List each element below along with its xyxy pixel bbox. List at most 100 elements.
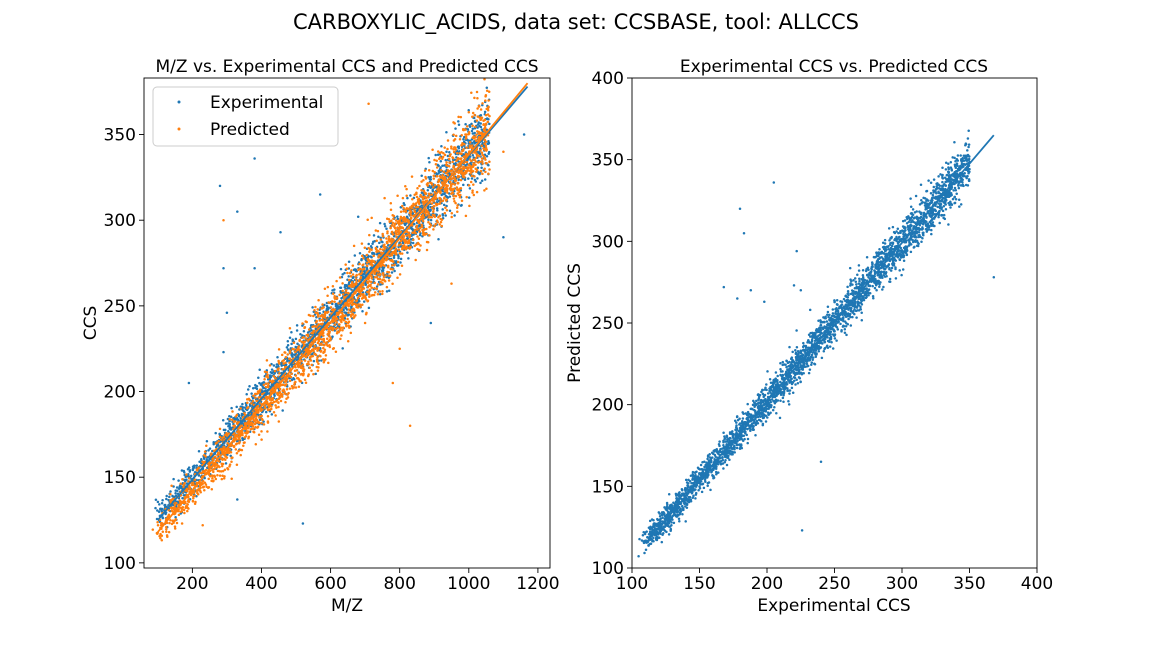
left-point-predicted: [333, 323, 336, 326]
left-outlier-point: [367, 102, 370, 105]
left-point-predicted: [251, 424, 255, 428]
left-point-predicted: [377, 250, 380, 253]
left-point-experimental: [372, 252, 376, 255]
left-point-experimental: [189, 474, 193, 478]
left-point-predicted: [488, 160, 491, 163]
left-point-experimental: [354, 268, 358, 271]
left-point-predicted: [251, 400, 255, 403]
left-point-predicted: [156, 520, 159, 524]
left-point-predicted: [253, 422, 257, 426]
left-point-predicted: [439, 197, 442, 200]
left-point-predicted: [359, 267, 362, 271]
left-point-experimental: [367, 306, 371, 310]
left-point-predicted: [462, 155, 466, 158]
left-point-predicted: [239, 407, 242, 410]
left-point-predicted: [403, 241, 407, 245]
left-point-predicted: [211, 477, 214, 480]
left-point-predicted: [288, 349, 292, 353]
left-point-predicted: [268, 364, 272, 367]
left-point-predicted: [197, 466, 201, 470]
left-point-experimental: [448, 150, 451, 154]
left-point-predicted: [237, 437, 241, 441]
left-point-predicted: [314, 353, 318, 357]
left-point-predicted: [247, 397, 251, 401]
left-point-experimental: [459, 204, 463, 207]
left-point-predicted: [358, 262, 361, 266]
left-point-experimental: [426, 189, 430, 192]
left-point-experimental: [197, 449, 201, 453]
left-point-predicted: [379, 251, 383, 254]
left-point-predicted: [366, 299, 370, 302]
left-point-predicted: [479, 108, 483, 111]
left-point-experimental: [272, 364, 276, 367]
left-point-predicted: [316, 356, 319, 359]
left-point-predicted: [200, 471, 203, 475]
left-point-experimental: [182, 469, 186, 473]
left-point-predicted: [418, 184, 421, 188]
left-point-experimental: [302, 329, 306, 333]
left-point-predicted: [348, 271, 352, 275]
left-point-predicted: [210, 461, 213, 465]
left-point-predicted: [317, 366, 320, 369]
left-point-predicted: [395, 233, 398, 236]
left-point-experimental: [413, 222, 416, 226]
left-point-predicted: [207, 473, 211, 476]
right-point-predicted-vs-exp: [902, 259, 906, 263]
left-point-predicted: [385, 285, 389, 289]
left-point-predicted: [210, 479, 213, 483]
left-point-predicted: [401, 248, 404, 251]
left-point-predicted: [339, 326, 343, 330]
left-point-predicted: [203, 450, 207, 453]
left-point-predicted: [230, 477, 233, 481]
left-point-predicted: [308, 366, 312, 369]
left-point-predicted: [470, 144, 474, 147]
left-point-predicted: [417, 221, 421, 225]
left-point-predicted: [435, 166, 439, 169]
left-point-predicted: [484, 140, 488, 143]
left-point-experimental: [343, 285, 347, 289]
left-point-predicted: [372, 293, 376, 297]
left-point-experimental: [488, 122, 491, 126]
left-point-predicted: [401, 196, 405, 200]
left-point-predicted: [410, 206, 414, 210]
left-point-predicted: [361, 263, 364, 267]
left-point-predicted: [347, 278, 351, 282]
left-point-experimental: [464, 123, 467, 126]
left-point-predicted: [349, 274, 353, 278]
left-point-experimental: [347, 260, 351, 264]
left-point-predicted: [370, 248, 373, 251]
left-point-experimental: [286, 348, 290, 351]
left-point-predicted: [283, 351, 286, 354]
left-point-predicted: [185, 505, 188, 508]
left-point-predicted: [234, 415, 238, 418]
left-point-experimental: [292, 377, 296, 381]
left-point-predicted: [230, 444, 234, 447]
left-point-predicted: [315, 358, 319, 361]
left-point-predicted: [472, 193, 476, 197]
left-point-predicted: [307, 328, 311, 331]
left-point-predicted: [372, 254, 375, 258]
left-point-experimental: [406, 251, 409, 254]
left-point-experimental: [480, 166, 483, 170]
left-point-predicted: [220, 438, 223, 442]
left-point-predicted: [473, 96, 476, 100]
left-point-experimental: [378, 241, 381, 245]
left-point-predicted: [405, 246, 409, 249]
left-point-predicted: [417, 202, 421, 205]
left-point-experimental: [339, 267, 343, 271]
left-point-predicted: [447, 157, 451, 161]
left-point-experimental: [206, 455, 210, 459]
left-point-predicted: [387, 279, 391, 282]
left-point-predicted: [344, 314, 347, 317]
left-point-predicted: [388, 254, 391, 257]
left-point-predicted: [325, 341, 328, 344]
left-point-predicted: [373, 286, 376, 290]
left-point-predicted: [443, 176, 447, 179]
left-point-predicted: [284, 361, 287, 364]
left-point-predicted: [266, 421, 270, 424]
left-point-predicted: [472, 158, 475, 161]
left-point-experimental: [294, 345, 297, 349]
left-point-predicted: [468, 141, 472, 144]
left-point-predicted: [266, 415, 270, 418]
left-point-predicted: [405, 194, 408, 197]
